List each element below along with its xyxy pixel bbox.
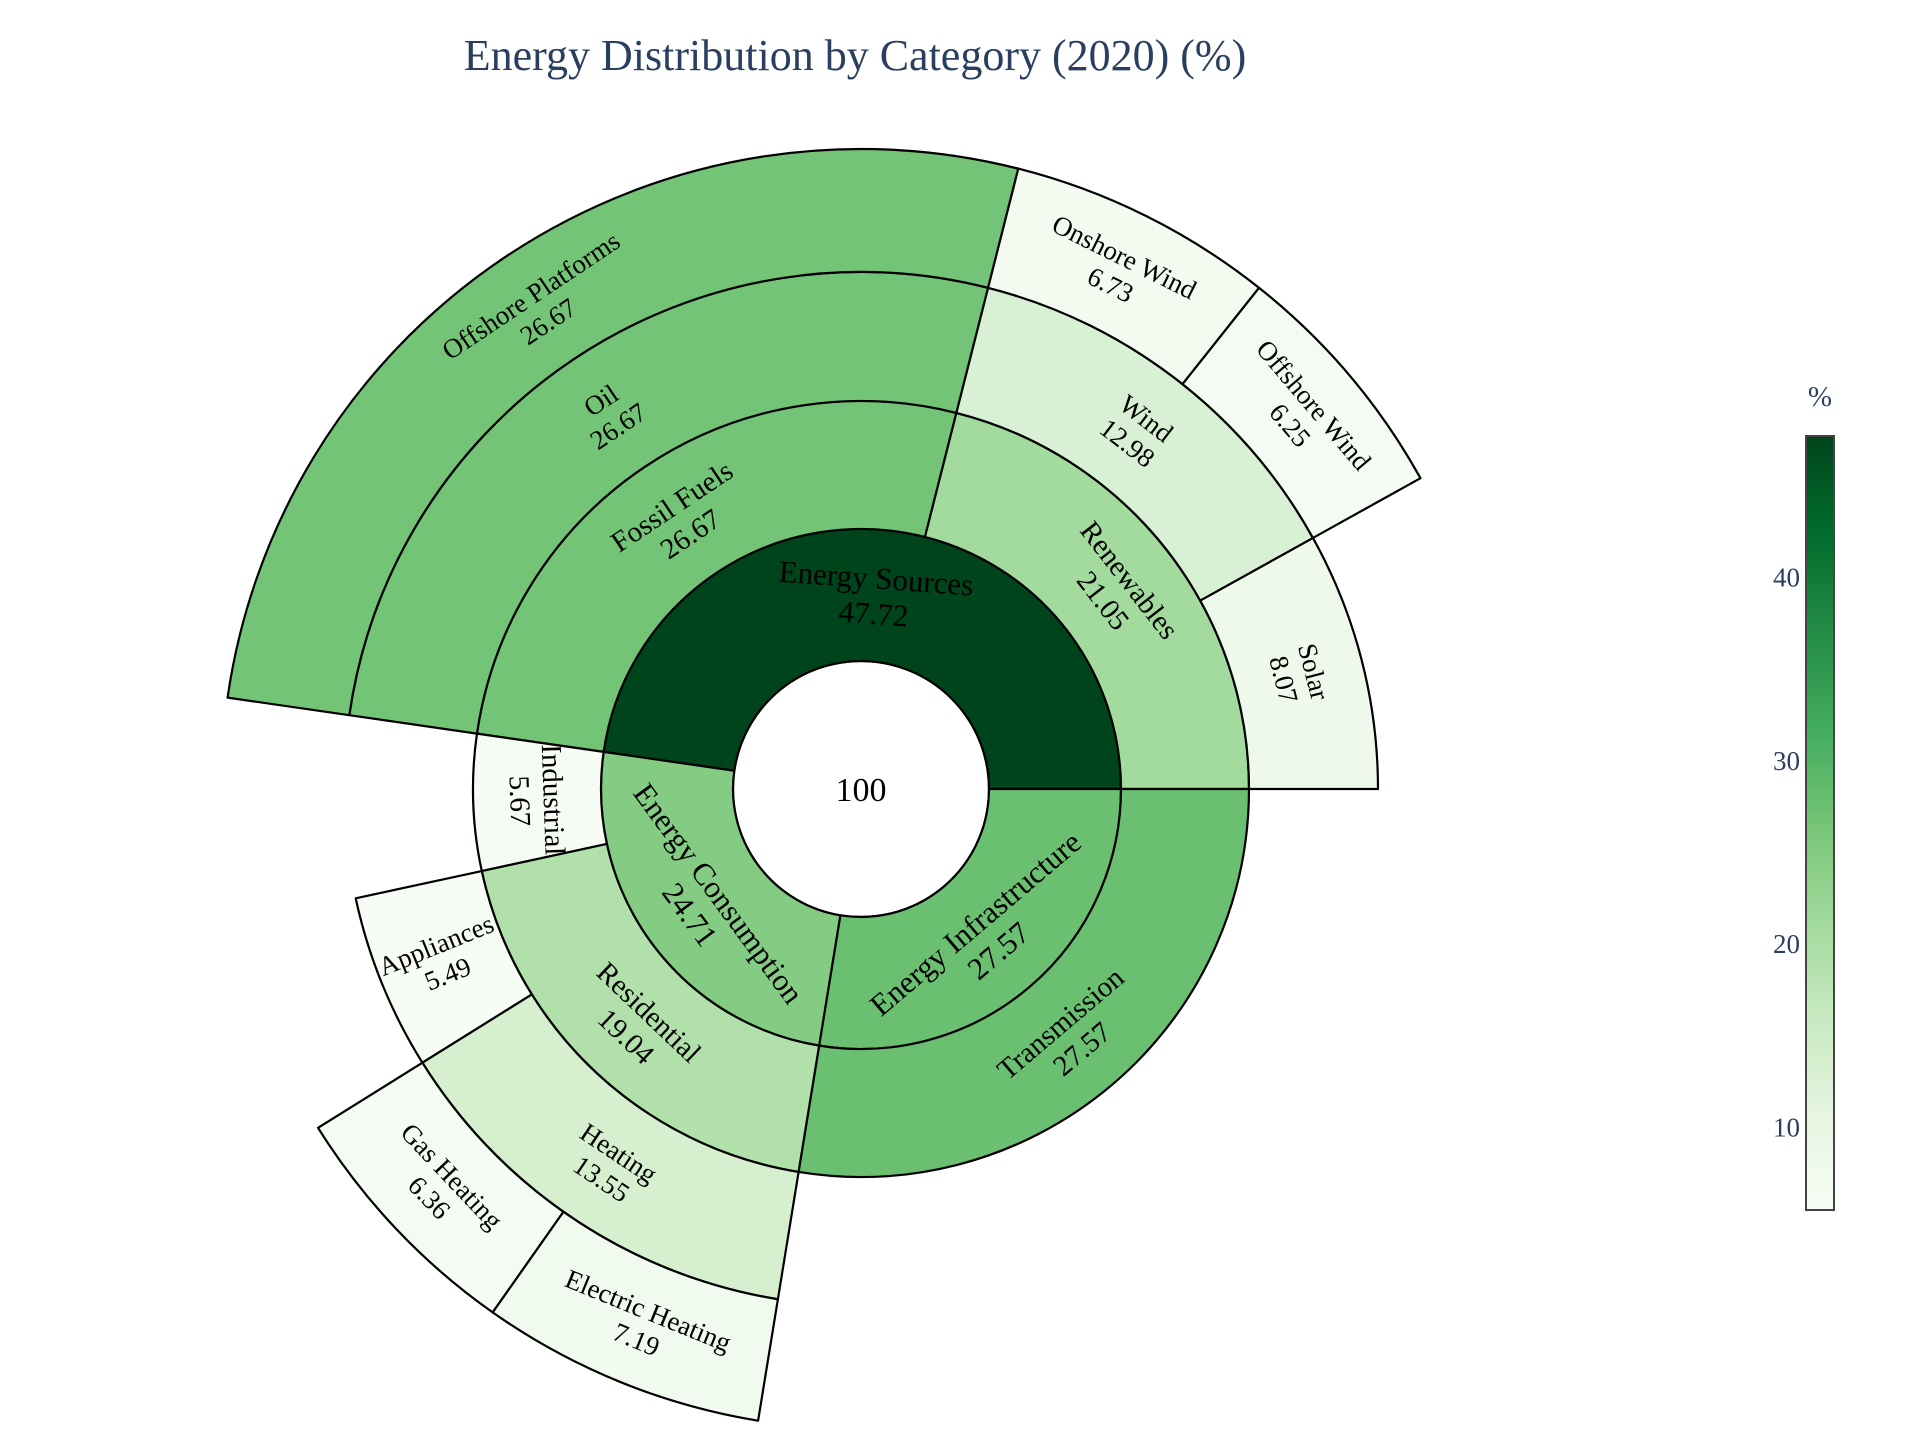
colorbar: % 10 20 30 40: [1773, 381, 1835, 1211]
colorbar-title: %: [1808, 381, 1832, 413]
chart-title: Energy Distribution by Category (2020) (…: [463, 31, 1247, 80]
segment-electric-heating[interactable]: [491, 1210, 779, 1422]
colorbar-gradient: [1805, 435, 1835, 1211]
colorbar-tick-label: 40: [1773, 562, 1800, 592]
sunburst-root-label: 100: [836, 772, 887, 809]
colorbar-tick-label: 30: [1773, 746, 1800, 776]
segment-transmission[interactable]: [797, 787, 1251, 1179]
segment-offshore-platforms[interactable]: [226, 147, 1020, 717]
sunburst-segments: [226, 147, 1422, 1422]
segment-label-industrial: Industrial5.67: [501, 744, 570, 857]
colorbar-tick-label: 10: [1773, 1112, 1800, 1142]
colorbar-tick-label: 20: [1773, 929, 1800, 959]
